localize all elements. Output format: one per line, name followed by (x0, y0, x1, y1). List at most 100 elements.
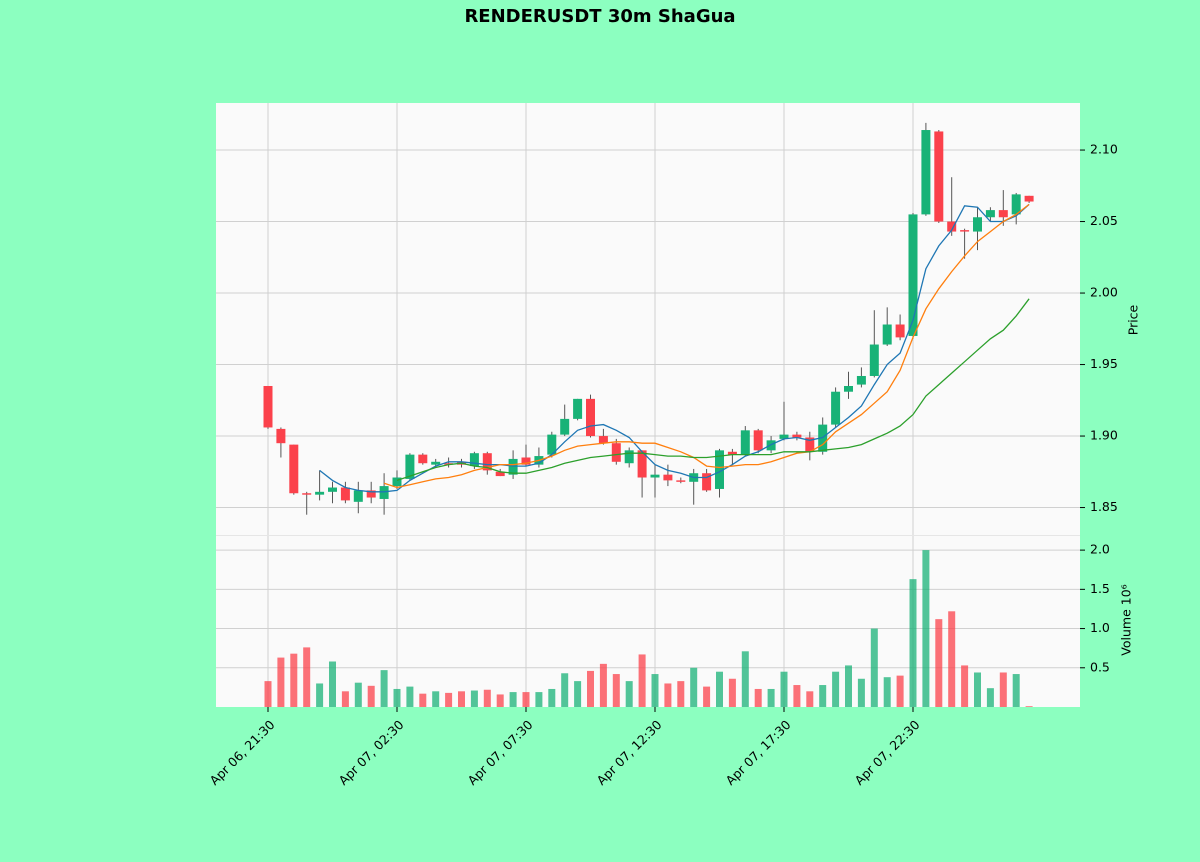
candle-body (960, 230, 970, 232)
candle-body (702, 473, 712, 491)
volume-bar (832, 671, 840, 707)
moving-average-line (319, 203, 1030, 493)
y-axis-label: Price (1126, 304, 1141, 335)
volume-bar (612, 674, 620, 707)
volume-bar (354, 682, 362, 707)
candle-body (586, 398, 595, 437)
volume-bar (806, 691, 814, 707)
volume-bar (677, 681, 685, 707)
volume-bar (664, 683, 672, 707)
candle-body (753, 430, 763, 451)
volume-tick-label: 1.5 (1090, 581, 1110, 596)
candle-body (469, 453, 479, 467)
candle-body (740, 430, 750, 455)
volume-bar (703, 686, 711, 707)
volume-bar (432, 691, 440, 707)
volume-bar (277, 657, 285, 707)
volume-bar (780, 671, 788, 707)
candle-body (379, 486, 389, 499)
candle-body (779, 434, 789, 439)
candle-body (340, 487, 350, 501)
volume-bar (625, 681, 633, 707)
candle-body (289, 444, 299, 494)
candle-body (353, 490, 363, 502)
candle-body (985, 210, 995, 218)
moving-average-line (383, 203, 1030, 489)
candle-body (792, 434, 802, 438)
candle-body (637, 450, 647, 478)
candle-body (869, 344, 879, 376)
y-tick-label: 1.85 (1090, 499, 1118, 514)
candle-body (444, 463, 454, 465)
volume-bar (406, 686, 414, 707)
y-tick-label: 1.95 (1090, 356, 1118, 371)
volume-bar (303, 647, 311, 707)
candle-body (844, 385, 853, 392)
volume-bar (509, 692, 517, 707)
volume-bar (909, 579, 917, 707)
candle-body (521, 457, 531, 465)
volume-bar (716, 671, 723, 707)
volume-bar (1012, 674, 1020, 707)
volume-bar (793, 685, 801, 707)
candle-body (921, 130, 931, 215)
volume-bar (974, 672, 981, 707)
volume-bar (638, 654, 646, 707)
candle-body (663, 474, 673, 481)
candle-body (947, 221, 957, 232)
candle-body (973, 217, 982, 232)
volume-bar (483, 689, 491, 707)
candle-body (882, 324, 892, 345)
volume-bar (896, 675, 904, 707)
volume-bar (845, 665, 852, 707)
moving-average-line (396, 298, 1030, 482)
candle-body (856, 375, 866, 385)
volume-bar (986, 688, 994, 707)
volume-bar (857, 678, 865, 707)
volume-bar (999, 672, 1007, 707)
candle-body (908, 214, 918, 336)
candle-body (818, 424, 828, 452)
volume-bar (470, 690, 478, 707)
volume-bar (587, 670, 594, 707)
candle-body (405, 454, 415, 479)
candle-body (805, 437, 815, 452)
candle-body (302, 493, 312, 495)
candle-body (495, 471, 505, 477)
y-tick-label: 2.05 (1090, 213, 1118, 228)
volume-bar (264, 681, 272, 707)
volume-bar (341, 691, 349, 707)
candle-body (611, 443, 621, 462)
candle-body (328, 487, 337, 492)
volume-axis-label: Volume 10⁶ (1119, 584, 1134, 655)
candle-body (676, 480, 686, 482)
chart-title: RENDERUSDT 30m ShaGua (464, 6, 735, 27)
volume-bar (574, 681, 582, 707)
volume-bar (561, 673, 569, 707)
volume-bar (883, 677, 891, 707)
volume-bar (522, 692, 530, 707)
volume-bar (445, 692, 453, 707)
candle-body (508, 458, 518, 475)
volume-bar (948, 611, 956, 707)
volume-bar (741, 651, 749, 707)
candle-body (1011, 194, 1021, 215)
candle-body (418, 454, 428, 464)
volume-bar (754, 688, 762, 707)
volume-bar (458, 691, 465, 707)
volume-bar (496, 694, 504, 707)
candle-body (315, 491, 325, 495)
volume-bar (380, 670, 388, 707)
candle-body (560, 418, 570, 435)
candle-body (598, 436, 608, 444)
candle-body (998, 210, 1008, 218)
candle-body (482, 453, 492, 471)
volume-bar (419, 693, 427, 707)
volume-bar (367, 685, 375, 707)
volume-bar (651, 674, 659, 707)
candle-body (573, 398, 583, 419)
volume-bar (599, 663, 607, 707)
candle-body (276, 428, 286, 444)
volume-bar (922, 550, 930, 707)
